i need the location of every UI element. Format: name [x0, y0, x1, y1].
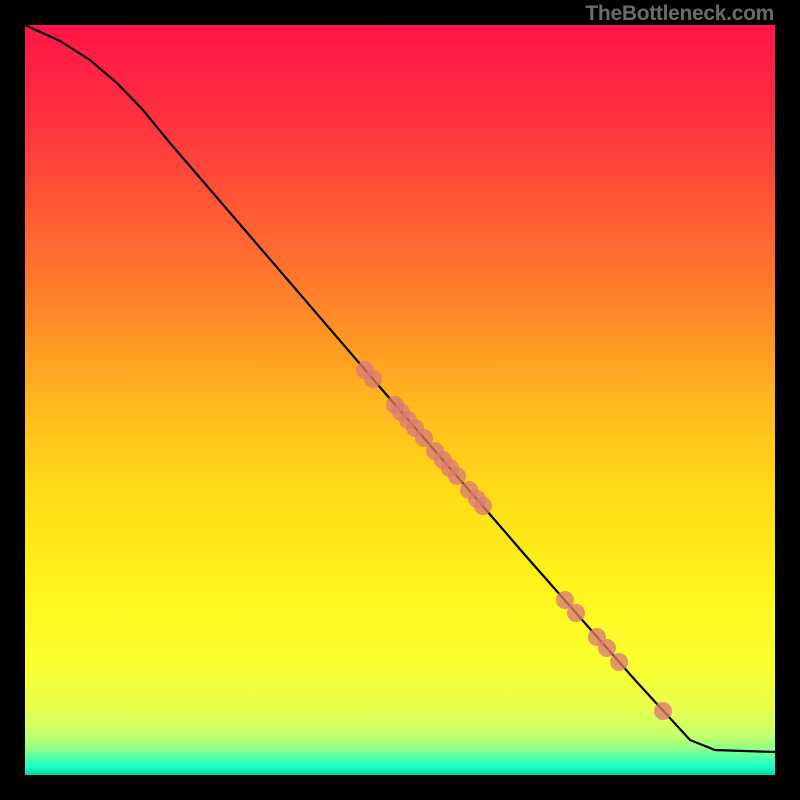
plot-area — [25, 25, 775, 775]
watermark-text: TheBottleneck.com — [585, 2, 774, 26]
gradient-background — [25, 25, 775, 775]
chart-container: TheBottleneck.com — [0, 0, 800, 800]
